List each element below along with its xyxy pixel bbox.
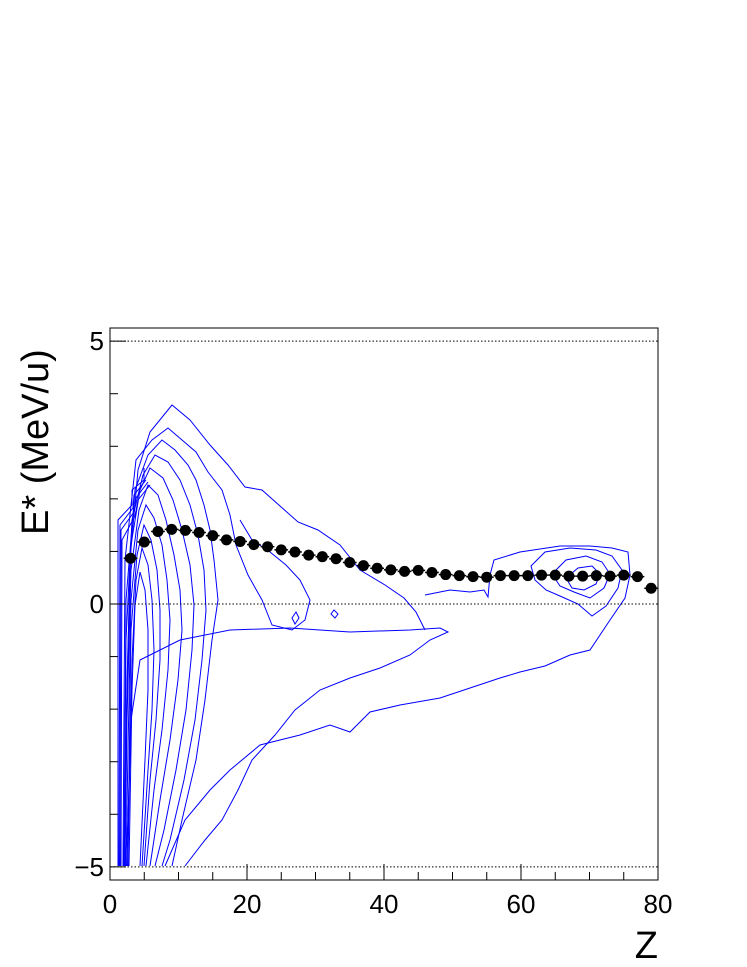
contour-line: [122, 427, 311, 867]
y-tick-label: −5: [74, 852, 104, 882]
x-axis-title: Z: [635, 925, 658, 967]
contour-line: [128, 571, 149, 867]
data-point: [289, 546, 301, 558]
y-tick-label: 0: [90, 589, 104, 619]
data-point: [303, 549, 315, 561]
data-point: [467, 571, 479, 583]
data-point: [262, 541, 274, 553]
data-point: [234, 535, 246, 547]
data-point: [645, 582, 657, 594]
data-markers: [123, 523, 658, 594]
data-point: [412, 564, 424, 576]
x-tick-label: 60: [507, 889, 536, 919]
y-tick-label: 5: [90, 326, 104, 356]
contour-line: [164, 545, 631, 867]
data-point: [220, 534, 232, 546]
contour-line: [125, 503, 171, 867]
contour-line: [124, 627, 450, 867]
contour-line: [118, 479, 147, 867]
y-axis-title: E* (MeV/u): [15, 349, 57, 535]
contour-line: [120, 484, 151, 867]
data-point: [193, 527, 205, 539]
data-point: [166, 523, 178, 535]
data-point: [371, 562, 383, 574]
data-point: [179, 524, 191, 536]
data-point: [522, 570, 534, 582]
data-point: [536, 569, 548, 581]
data-point: [618, 569, 630, 581]
data-point: [357, 560, 369, 572]
x-tick-label: 20: [233, 889, 262, 919]
data-point: [330, 553, 342, 565]
data-point: [494, 570, 506, 582]
data-point: [275, 544, 287, 556]
contour-line: [123, 404, 426, 867]
data-point: [453, 570, 465, 582]
data-point: [604, 570, 616, 582]
data-point: [125, 552, 137, 564]
data-point: [508, 570, 520, 582]
data-point: [207, 530, 219, 542]
data-point: [152, 525, 164, 537]
data-point: [577, 570, 589, 582]
x-tick-label: 80: [644, 889, 673, 919]
data-point: [549, 569, 561, 581]
data-point: [631, 571, 643, 583]
data-point: [563, 570, 575, 582]
reference-lines: [110, 340, 658, 868]
contour-line: [291, 611, 300, 625]
contour-line: [551, 555, 611, 599]
data-point: [590, 570, 602, 582]
tick-labels: 0 20 40 60 80 −5 0 5: [74, 326, 672, 919]
contour-line: [117, 468, 145, 866]
contour-layer: [117, 404, 631, 867]
contour-line: [119, 481, 149, 867]
contour-line: [123, 454, 207, 867]
contour-line: [126, 523, 161, 867]
contour-line: [530, 547, 623, 617]
data-point: [248, 539, 260, 551]
data-point: [385, 564, 397, 576]
data-point: [316, 551, 328, 563]
contour-line: [330, 609, 339, 619]
data-point: [344, 556, 356, 568]
x-tick-label: 0: [103, 889, 117, 919]
data-point: [138, 536, 150, 548]
x-tick-label: 40: [370, 889, 399, 919]
data-point: [426, 566, 438, 578]
data-point: [440, 569, 452, 581]
data-point: [399, 565, 411, 577]
axes: [109, 327, 659, 881]
data-point: [481, 571, 493, 583]
contour-line: [123, 439, 219, 867]
contour-line: [127, 546, 155, 867]
